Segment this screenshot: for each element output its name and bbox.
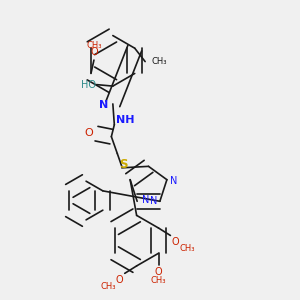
Text: O: O [84, 128, 93, 138]
Text: N: N [99, 100, 108, 110]
Text: CH₃: CH₃ [100, 282, 116, 291]
Text: N: N [142, 195, 149, 205]
Text: N: N [149, 196, 157, 206]
Text: NH: NH [116, 115, 134, 125]
Text: CH₃: CH₃ [86, 41, 102, 50]
Text: O: O [155, 267, 162, 277]
Text: O: O [172, 237, 179, 247]
Text: O: O [90, 47, 98, 57]
Text: S: S [119, 158, 128, 171]
Text: CH₃: CH₃ [151, 276, 166, 285]
Text: O: O [116, 275, 123, 285]
Text: CH₃: CH₃ [179, 244, 195, 253]
Text: HO: HO [81, 80, 96, 90]
Text: CH₃: CH₃ [151, 57, 166, 66]
Text: N: N [170, 176, 177, 186]
